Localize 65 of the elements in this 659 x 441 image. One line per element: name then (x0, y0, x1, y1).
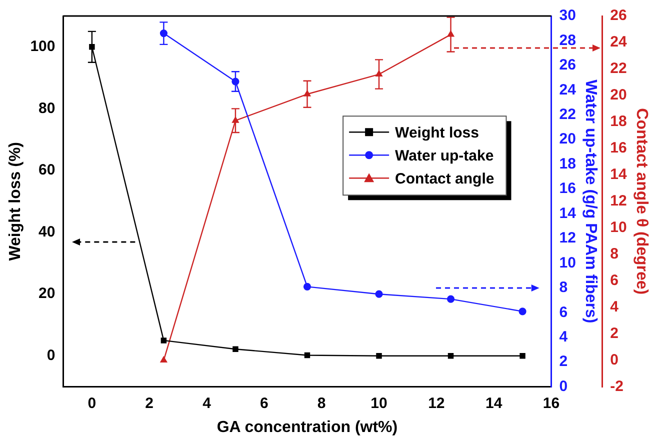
y-tick-label: 60 (38, 162, 56, 179)
y3-tick-label: 18 (610, 113, 627, 130)
point (375, 290, 383, 298)
x-tick-label: 2 (145, 394, 154, 412)
x-tick-label: 16 (542, 394, 560, 412)
x-tick-label: 12 (428, 394, 445, 412)
y3-tick-label: 20 (610, 86, 627, 104)
point (304, 352, 310, 358)
y2-tick-label: 12 (559, 230, 576, 247)
x-tick-label: 10 (370, 394, 388, 412)
y2-tick-label: 26 (559, 56, 576, 74)
point (376, 353, 382, 359)
y2-tick-label: 10 (559, 254, 576, 272)
y3-tick-label: 0 (610, 351, 618, 368)
x-tick-label: 6 (260, 394, 268, 412)
x-tick-label: 0 (88, 394, 96, 412)
y3-tick-label: 24 (610, 34, 628, 51)
x-tick-label: 4 (202, 394, 212, 412)
y2-tick-label: 28 (559, 32, 576, 49)
y2-tick-label: 0 (559, 378, 568, 395)
y-tick-label: 40 (38, 223, 56, 240)
x-tick-label: 8 (317, 394, 326, 412)
y-axis-title: Weight loss (%) (7, 142, 24, 261)
y2-axis-title: Water up-take (g/g PAAm fibers) (582, 80, 600, 324)
y2-tick-label: 8 (559, 279, 568, 296)
x-axis-title: GA concentration (wt%) (216, 418, 398, 436)
y3-tick-label: 22 (610, 60, 627, 78)
y3-tick-label: 26 (610, 7, 627, 24)
point (518, 308, 526, 316)
point (448, 353, 454, 359)
point (160, 356, 168, 363)
point (520, 353, 526, 359)
y2-tick-label: 14 (559, 204, 577, 222)
point (232, 346, 238, 352)
y2-tick-label: 6 (559, 304, 568, 321)
y3-tick-label: 2 (610, 324, 618, 342)
y2-tick-label: 24 (559, 81, 577, 98)
y3-tick-label: 10 (610, 219, 627, 236)
legend-label: Water up-take (395, 147, 494, 164)
point (89, 44, 95, 50)
y2-tick-label: 18 (559, 155, 576, 172)
y3-axis-title: Contact angle θ (degree) (632, 108, 650, 295)
legend-label: Contact angle (395, 170, 494, 188)
y2-tick-label: 4 (559, 328, 568, 346)
y3-tick-label: 6 (610, 272, 618, 289)
legend-label: Weight loss (395, 124, 479, 142)
point (160, 338, 167, 344)
y2-tick-label: 22 (559, 106, 576, 124)
y-tick-label: 20 (38, 285, 56, 302)
y3-tick-label: 12 (610, 192, 627, 210)
point (303, 282, 312, 290)
y3-tick-label: 16 (610, 140, 627, 157)
y-tick-label: 100 (30, 38, 56, 56)
y3-tick-label: 4 (610, 298, 620, 316)
y-tick-label: 80 (38, 100, 56, 117)
y2-tick-label: 20 (559, 130, 576, 148)
y2-tick-label: 2 (559, 353, 568, 370)
y-tick-label: 0 (46, 347, 56, 364)
y2-tick-label: 16 (559, 180, 576, 198)
y3-tick-label: 14 (610, 166, 628, 184)
y3-tick-label: -2 (610, 378, 624, 395)
y2-tick-label: 30 (559, 7, 576, 24)
y3-tick-label: 8 (610, 246, 618, 263)
point (446, 295, 455, 303)
x-tick-label: 14 (485, 394, 503, 412)
